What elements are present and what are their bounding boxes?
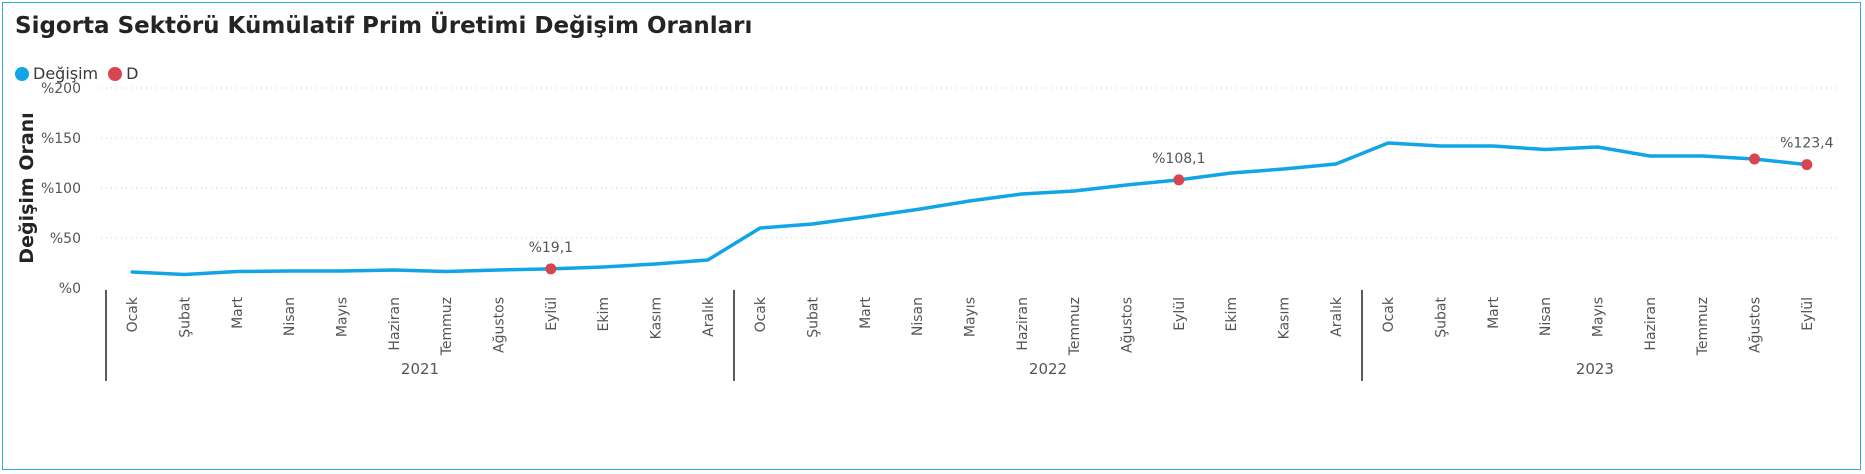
series-line-de-i-im — [130, 141, 1809, 277]
x-year-label: 2021 — [401, 360, 439, 378]
x-year-label: 2022 — [1029, 360, 1067, 378]
x-month-label: Eylül — [544, 297, 560, 331]
x-month-label: Şubat — [178, 296, 194, 337]
data-marker — [545, 263, 557, 275]
data-marker — [1801, 159, 1813, 171]
y-tick-label: %50 — [50, 231, 81, 247]
chart-title: Sigorta Sektörü Kümülatif Prim Üretimi D… — [15, 13, 753, 39]
x-month-label: Ekim — [1224, 297, 1240, 331]
data-marker — [1749, 153, 1760, 165]
x-month-label: Mayıs — [1591, 297, 1607, 337]
legend-label-degisim: Değişim — [33, 64, 99, 83]
x-month-label: Nisan — [910, 297, 926, 336]
x-month-label: Mart — [1486, 296, 1502, 328]
data-label: %108,1 — [1152, 151, 1205, 167]
data-label: %123,4 — [1780, 136, 1833, 152]
legend-label-d: D — [126, 64, 139, 83]
x-month-label: Ocak — [1381, 296, 1397, 332]
y-tick-label: %200 — [41, 81, 81, 97]
x-month-label: Haziran — [1015, 297, 1031, 351]
y-tick-label: %0 — [59, 281, 81, 297]
x-month-label: Eylül — [1172, 297, 1188, 331]
x-month-label: Haziran — [387, 297, 403, 351]
x-month-label: Mayıs — [963, 297, 979, 337]
x-month-label: Temmuz — [1695, 297, 1711, 356]
x-month-label: Eylül — [1800, 297, 1816, 331]
x-month-label: Aralık — [701, 296, 717, 337]
x-month-label: Kasım — [1277, 297, 1293, 339]
x-month-label: Kasım — [649, 297, 665, 339]
x-month-label: Nisan — [282, 297, 298, 336]
x-year-label: 2023 — [1576, 360, 1614, 378]
legend-dot-d — [108, 66, 123, 81]
x-month-label: Nisan — [1538, 297, 1554, 336]
x-month-label: Mart — [230, 296, 246, 328]
x-month-label: Haziran — [1643, 297, 1659, 351]
data-label: %19,1 — [529, 240, 573, 256]
x-month-label: Ağustos — [1120, 297, 1136, 353]
x-month-label: Ağustos — [492, 297, 508, 353]
chart-legend: Değişim D — [15, 64, 148, 83]
y-tick-label: %100 — [41, 181, 81, 197]
x-month-label: Mayıs — [335, 297, 351, 337]
y-tick-label: %150 — [41, 131, 81, 147]
x-month-label: Ocak — [753, 296, 769, 332]
x-month-label: Şubat — [1434, 296, 1450, 337]
x-month-label: Ağustos — [1748, 297, 1764, 353]
legend-item-d[interactable]: D — [108, 64, 138, 83]
legend-dot-degisim — [15, 66, 29, 81]
y-axis-title: Değişim Oranı — [16, 112, 38, 263]
x-month-label: Temmuz — [1067, 297, 1083, 356]
legend-item-degisim[interactable]: Değişim — [15, 64, 98, 83]
x-month-label: Ekim — [596, 297, 612, 331]
x-month-label: Mart — [858, 296, 874, 328]
x-month-label: Temmuz — [439, 297, 455, 356]
x-month-label: Aralık — [1329, 296, 1345, 337]
data-marker — [1173, 174, 1185, 186]
x-month-label: Şubat — [806, 296, 822, 337]
x-month-label: Ocak — [125, 296, 141, 332]
